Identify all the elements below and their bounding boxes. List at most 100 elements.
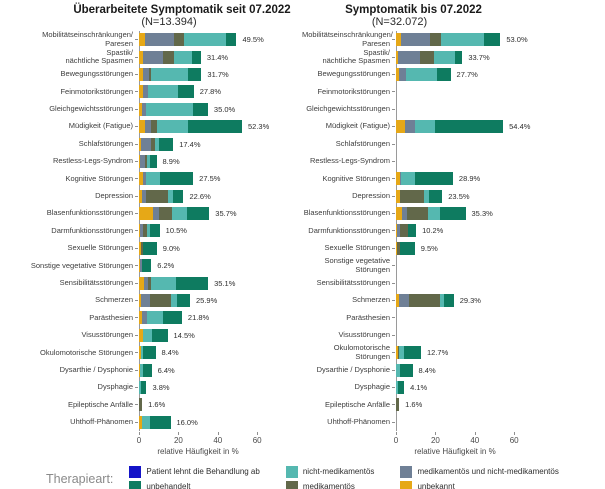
chart-right-x-axis-title: relative Häufigkeit in % xyxy=(414,446,496,456)
legend-label: medikamentös und nicht-medikamentös xyxy=(417,467,559,477)
category-label: Kognitive Störungen xyxy=(322,173,390,183)
bar-segment xyxy=(145,172,160,186)
bar-segment xyxy=(396,381,398,394)
charts-row: Überarbeitete Symptomatik seit 07.2022 (… xyxy=(0,4,605,456)
x-tick-mark xyxy=(217,431,219,435)
legend-item: nicht-medikamentös xyxy=(285,465,374,478)
bar-segment xyxy=(455,50,463,64)
bar-segment xyxy=(144,33,175,47)
category-label: Epileptische Anfälle xyxy=(324,399,390,409)
category-label: Restless-Legs-Syndrom xyxy=(309,156,390,166)
swatch-nicht-medikamentoes xyxy=(285,465,298,478)
bar-segment xyxy=(139,102,142,116)
bar-row: Darmfunktionsstörungen 10.2% xyxy=(302,222,605,239)
bar-segment xyxy=(172,189,184,203)
category-label: Schmerzen xyxy=(352,295,390,305)
bar-track: 27.7% xyxy=(396,67,605,81)
value-label: 35.1% xyxy=(214,278,236,288)
bar-segment xyxy=(399,346,405,360)
bar-track: 1.6% xyxy=(396,398,605,412)
category-label: Schlafstörungen xyxy=(78,138,133,148)
bar-segment xyxy=(408,224,417,238)
x-tick-label: 0 xyxy=(136,435,142,445)
x-tick-mark xyxy=(435,431,437,435)
bar-segment xyxy=(400,224,409,238)
bar-segment xyxy=(171,294,178,308)
x-tick-mark xyxy=(396,431,397,435)
bar-row: Blasenfunktionsstörungen 35.3% xyxy=(302,205,605,222)
y-tick-mark xyxy=(392,247,395,249)
bar-row: Uhthoff-Phänomen 16.0% xyxy=(0,414,302,431)
bar-row: Gleichgewichtsstörungen xyxy=(302,101,605,118)
category-label: Schlafstörungen xyxy=(335,138,390,148)
bar-row: Sensibilitätsstörungen xyxy=(302,274,605,291)
bar-segment xyxy=(139,172,143,186)
bar-row: Epileptische Anfälle 1.6% xyxy=(0,396,302,413)
x-tick-label: 60 xyxy=(509,435,519,445)
bar-track: 31.4% xyxy=(139,50,302,64)
bar-track: 52.3% xyxy=(139,120,302,134)
value-label: 33.7% xyxy=(468,52,490,62)
bar-segment xyxy=(140,363,143,377)
bar-segment xyxy=(139,381,141,394)
bar-segment xyxy=(139,154,145,168)
bar-segment xyxy=(437,67,451,81)
legend-label: Patient lehnt die Behandlung ab xyxy=(146,467,260,477)
category-label: Okulomotorische Störungen xyxy=(40,347,133,357)
bar-segment xyxy=(154,137,159,151)
bar-track: 35.3% xyxy=(396,207,605,221)
y-tick-mark xyxy=(392,91,395,93)
bar-segment xyxy=(396,224,398,238)
value-label: 35.7% xyxy=(215,209,237,219)
swatch-unbehandelt xyxy=(129,480,142,489)
category-label: Gleichgewichtsstörungen xyxy=(306,104,390,114)
bar-row: Dysphagie 4.1% xyxy=(302,379,605,396)
value-label: 3.8% xyxy=(152,383,170,392)
category-label: Dysphagie xyxy=(97,382,133,392)
bar-segment xyxy=(397,50,420,64)
bar-row: Spastik/ nächtliche Spasmen 33.7% xyxy=(302,48,605,65)
bar-segment xyxy=(406,207,429,221)
bar-segment xyxy=(140,294,150,308)
bar-segment xyxy=(399,172,401,186)
bar-row: Schlafstörungen xyxy=(302,135,605,152)
bar-segment xyxy=(140,259,143,273)
bar-segment xyxy=(142,241,157,255)
y-tick-mark xyxy=(392,369,395,371)
bar-segment xyxy=(146,224,150,238)
bar-segment xyxy=(139,137,141,151)
category-label: Gleichgewichtsstörungen xyxy=(49,104,133,114)
value-label: 28.9% xyxy=(458,174,481,184)
bar-row: Schmerzen 29.3% xyxy=(302,292,605,309)
bar-track xyxy=(396,138,605,151)
category-label: Feinmotorikstörungen xyxy=(60,86,133,96)
y-tick-mark xyxy=(135,39,138,41)
bar-segment xyxy=(147,276,151,290)
bar-track xyxy=(396,311,605,324)
bar-segment xyxy=(404,346,421,360)
value-label: 8.4% xyxy=(418,365,436,375)
bar-track: 28.9% xyxy=(396,172,605,186)
y-tick-mark xyxy=(392,265,395,267)
x-tick-mark xyxy=(474,431,476,435)
bar-segment xyxy=(398,294,410,308)
bar-track xyxy=(396,103,605,116)
category-label: Epileptische Anfälle xyxy=(67,399,133,409)
bar-segment xyxy=(139,328,143,342)
legend-item: medikamentös und nicht-medikamentös xyxy=(400,465,559,478)
y-tick-mark xyxy=(135,230,138,232)
y-tick-mark xyxy=(392,282,395,284)
bar-segment xyxy=(148,67,151,81)
chart-left-subtitle: (N=13.394) xyxy=(141,16,197,28)
bar-row: Schlafstörungen 17.4% xyxy=(0,135,302,152)
category-label: Mobilitätseinschränkungen/ Paresen xyxy=(302,30,393,48)
bar-segment xyxy=(142,67,149,81)
bar-segment xyxy=(192,50,201,64)
bar-segment xyxy=(142,85,148,99)
x-tick-label: 60 xyxy=(252,435,262,445)
bar-segment xyxy=(483,33,501,47)
bar-row: Dysarthie / Dysphonie 6.4% xyxy=(0,361,302,378)
bar-segment xyxy=(188,120,242,134)
x-tick-label: 20 xyxy=(173,435,183,445)
